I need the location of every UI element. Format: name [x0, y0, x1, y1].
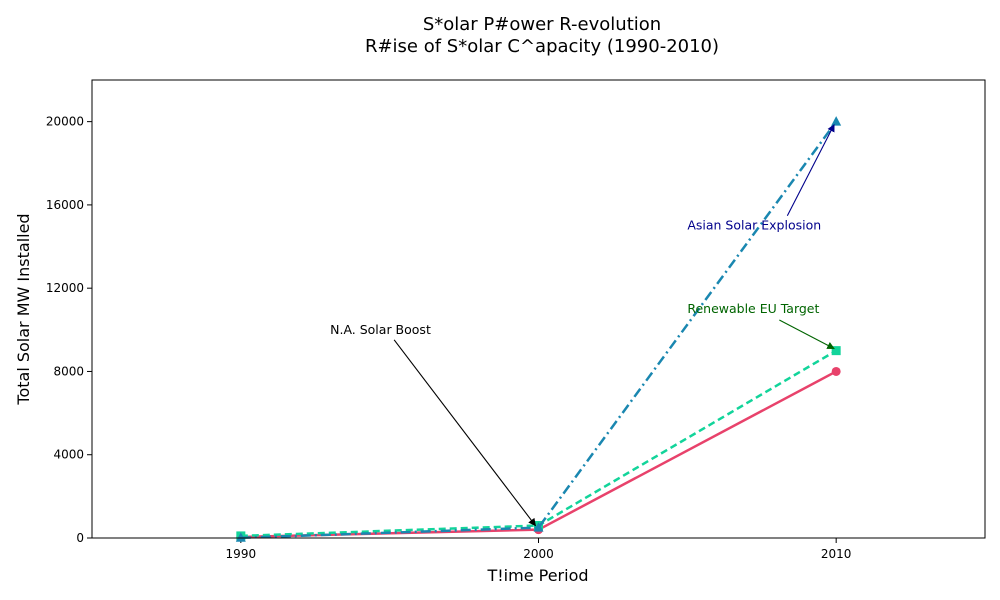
- data-point: [831, 346, 841, 356]
- annotation-arrow: [786, 123, 835, 216]
- y-tick-label: 20000: [46, 115, 84, 129]
- annotation-label: Asian Solar Explosion: [687, 218, 821, 233]
- y-tick-label: 16000: [46, 198, 84, 212]
- annotation-arrow: [779, 319, 835, 350]
- annotation-label: Renewable EU Target: [687, 301, 819, 316]
- series-1-line: [240, 370, 837, 539]
- data-point: [831, 366, 841, 376]
- data-point: [831, 116, 842, 126]
- annotation-2: Asian Solar Explosion: [687, 123, 835, 233]
- annotation-3: Renewable EU Target: [687, 301, 835, 350]
- chart-subtitle: R#ise of S*olar C^apacity (1990-2010): [365, 36, 719, 57]
- x-tick-label: 1990: [226, 547, 257, 561]
- series-2: [236, 346, 841, 541]
- y-tick-label: 4000: [53, 448, 84, 462]
- series-1: [236, 366, 841, 542]
- y-axis-label: Total Solar MW Installed: [14, 213, 33, 405]
- x-tick-label: 2010: [821, 547, 852, 561]
- annotation-label: N.A. Solar Boost: [330, 322, 431, 337]
- series-3: [235, 116, 842, 542]
- x-axis-label: T!ime Period: [486, 566, 588, 585]
- data-point: [235, 532, 246, 542]
- annotation-arrow: [393, 339, 536, 527]
- y-tick-label: 8000: [53, 364, 84, 378]
- plot-area: 0 4000 8000 12000 16000 20000 1990 2000 2010 N.A.…: [46, 115, 852, 561]
- data-point: [533, 522, 544, 532]
- annotation-1: N.A. Solar Boost: [330, 322, 536, 527]
- y-tick-label: 0: [76, 531, 84, 545]
- y-tick-label: 12000: [46, 281, 84, 295]
- series-2-line: [240, 349, 837, 538]
- x-tick-label: 2000: [523, 547, 554, 561]
- chart-title: S*olar P#ower R-evolution: [423, 14, 661, 35]
- plot-frame: [91, 79, 986, 539]
